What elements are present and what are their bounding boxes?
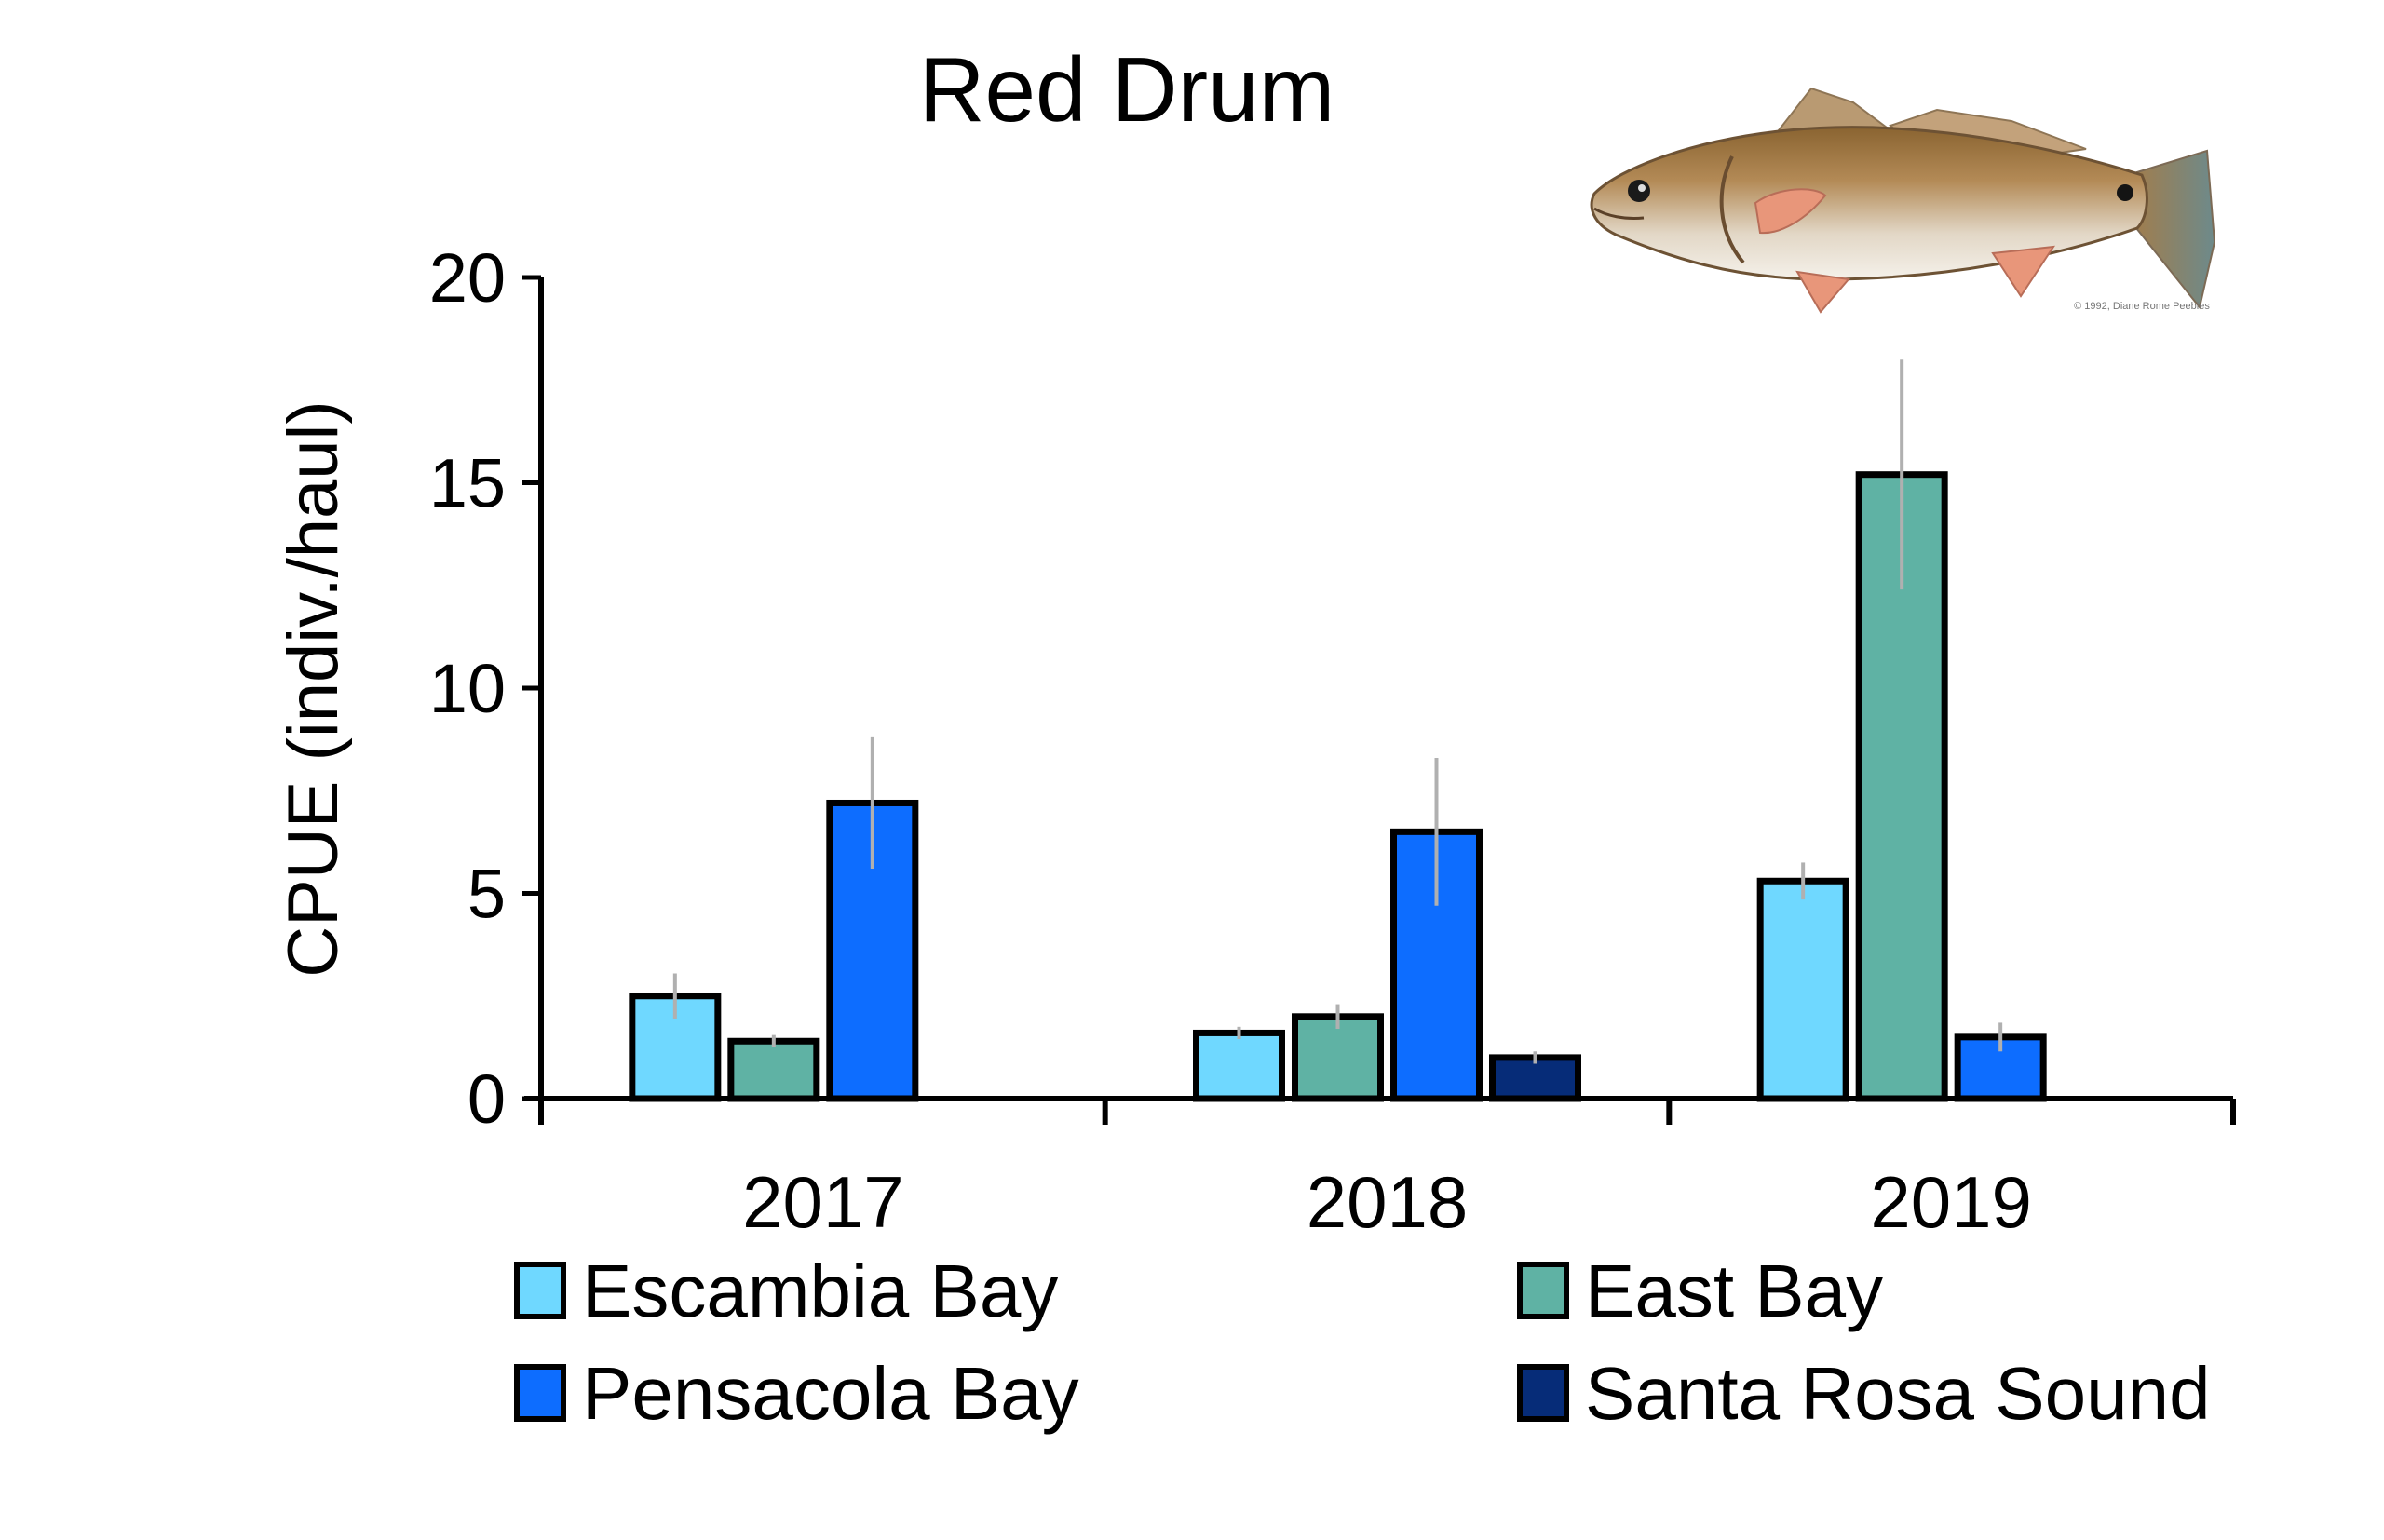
y-tick-label: 5 [467,856,506,933]
axes: 0 5 10 15 20 2017 2018 2019 [429,239,2236,1243]
x-tick-label: 2017 [742,1161,904,1243]
legend: Escambia Bay East Bay Pensacola Bay Santa R… [514,1250,2211,1435]
legend-label: Escambia Bay [582,1250,1058,1332]
chart-title: Red Drum [919,38,1335,141]
bar-pensacola-bay-2019 [1954,1033,2047,1102]
x-tick-label: 2018 [1307,1161,1469,1243]
x-tick-label: 2019 [1870,1161,2032,1243]
bar-escambia-bay-2019 [1756,877,1849,1102]
bar-escambia-bay-2018 [1193,1029,1285,1102]
y-tick-label: 10 [429,650,506,727]
red-drum-fish-illustration: © 1992, Diane Rome Peebles [1590,87,2216,314]
y-tick-label: 0 [467,1060,506,1138]
legend-label: East Bay [1585,1250,1883,1332]
legend-label: Pensacola Bay [582,1352,1079,1435]
bar-east-bay-2019 [1855,471,1948,1102]
bar-east-bay-2017 [727,1037,820,1102]
illustration-credit: © 1992, Diane Rome Peebles [2074,301,2210,312]
y-tick-label: 15 [429,445,506,522]
legend-swatch [1517,1364,1569,1422]
legend-swatch [514,1364,566,1422]
legend-label: Santa Rosa Sound [1585,1352,2211,1435]
legend-swatch [514,1262,566,1319]
legend-swatch [1517,1262,1569,1319]
y-axis-label: CPUE (indiv./haul) [274,400,353,977]
y-tick-label: 20 [429,239,506,317]
error-bars [672,359,2003,1064]
